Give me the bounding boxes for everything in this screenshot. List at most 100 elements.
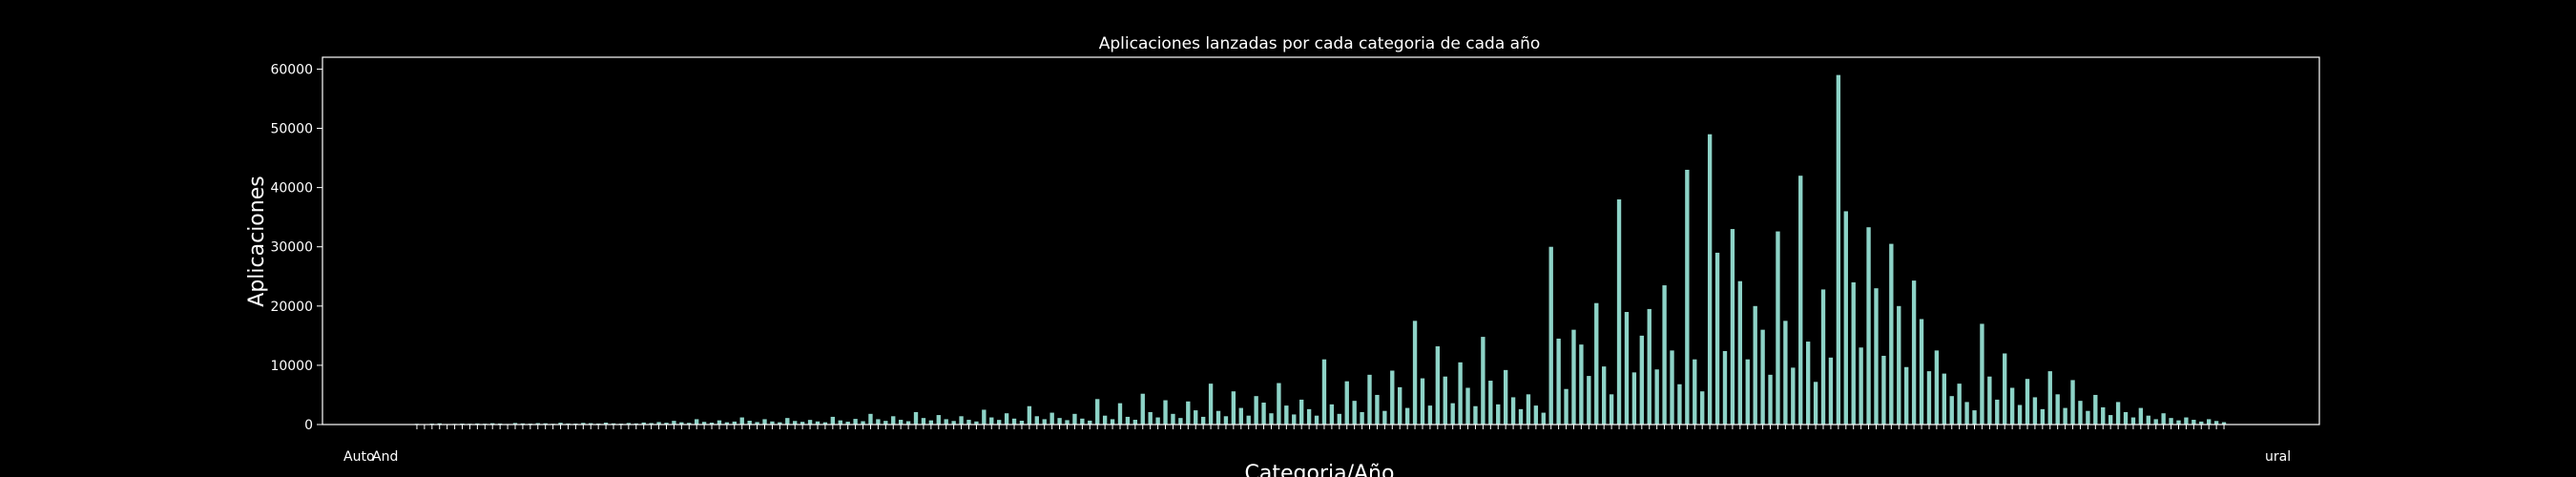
bar	[1344, 381, 1349, 425]
bar	[1556, 338, 1561, 425]
bar	[1246, 415, 1251, 425]
bar	[1215, 410, 1221, 425]
bar	[1163, 400, 1168, 425]
bar	[1140, 393, 1145, 425]
bar	[535, 423, 540, 425]
bar	[1329, 404, 1335, 425]
bar	[1337, 413, 1341, 425]
bar	[1639, 335, 1644, 425]
bar	[1261, 403, 1266, 425]
bar	[1412, 321, 1418, 425]
bar	[1095, 399, 1100, 425]
bar	[1117, 403, 1123, 425]
bar	[1670, 350, 1674, 425]
bar	[785, 418, 790, 425]
bar	[1458, 362, 1463, 425]
bar	[1435, 346, 1441, 425]
bar	[966, 420, 971, 425]
y-tick-label: 0	[304, 418, 313, 433]
bar	[1208, 384, 1214, 425]
bar	[2138, 407, 2144, 425]
bar	[1889, 243, 1894, 425]
bar	[1843, 211, 1848, 425]
y-tick-label: 10000	[270, 359, 313, 374]
bar	[822, 422, 828, 425]
bar	[1299, 399, 1304, 425]
bar	[1314, 415, 1319, 425]
bar	[1284, 405, 1289, 425]
bar	[1382, 410, 1387, 425]
y-tick-label: 40000	[270, 181, 313, 197]
bar	[1057, 418, 1062, 425]
bar	[1390, 370, 1395, 425]
bar	[1737, 280, 1743, 425]
bar	[724, 422, 730, 425]
bar	[1049, 412, 1054, 425]
bar	[770, 421, 775, 425]
bar	[1813, 382, 1818, 425]
bar	[2161, 413, 2166, 425]
bar	[2207, 419, 2212, 425]
bar	[1995, 399, 2000, 425]
bar	[1836, 74, 1841, 425]
bar	[1102, 415, 1108, 425]
bar	[2086, 410, 2090, 425]
bar	[905, 421, 911, 425]
bar	[989, 417, 994, 425]
bar	[649, 423, 654, 425]
bar	[913, 411, 919, 425]
bar	[739, 417, 744, 425]
bar	[1080, 418, 1085, 425]
bar	[1564, 388, 1568, 425]
bar	[2146, 415, 2150, 425]
bar	[1277, 383, 1281, 425]
bar	[1602, 366, 1607, 425]
bar	[2199, 421, 2204, 425]
bar	[2093, 394, 2098, 425]
bar	[1579, 344, 1584, 425]
bar	[2070, 380, 2075, 425]
bar	[2169, 418, 2173, 425]
bar	[2176, 420, 2181, 425]
bar	[1783, 321, 1788, 425]
bar	[1254, 396, 1258, 425]
bar	[1571, 329, 1576, 425]
y-axis-label: Aplicaciones	[245, 176, 269, 306]
bar	[664, 423, 669, 425]
bar	[1707, 134, 1713, 425]
y-tick-label: 30000	[270, 240, 313, 256]
bar	[800, 422, 805, 425]
bar	[1700, 391, 1705, 425]
bar	[1693, 359, 1697, 425]
bar	[1647, 308, 1652, 425]
bar	[2115, 402, 2121, 425]
bar	[1631, 372, 1637, 425]
bar	[1223, 416, 1229, 425]
bar	[1934, 350, 1940, 425]
bar	[1980, 323, 1984, 425]
chart-title: Aplicaciones lanzadas por cada categoria…	[1099, 34, 1541, 53]
bar	[1805, 342, 1811, 425]
bar	[1828, 357, 1834, 425]
bar	[1194, 410, 1198, 425]
x-tick-label: And	[372, 449, 398, 465]
bar	[1926, 371, 1932, 425]
bar	[1027, 405, 1032, 425]
bar	[1465, 387, 1470, 425]
bar	[626, 423, 632, 425]
bar	[717, 420, 722, 425]
bar	[1874, 288, 1879, 425]
bar	[732, 421, 737, 425]
bar	[815, 421, 821, 425]
bar	[1481, 337, 1485, 425]
bar	[1541, 412, 1546, 425]
bar	[898, 420, 904, 425]
bar	[1714, 252, 1720, 425]
bar	[1851, 281, 1856, 425]
bar	[2003, 353, 2007, 425]
bar	[2108, 415, 2113, 425]
x-axis-label: Categoria/Año	[1245, 462, 1395, 477]
bar	[1404, 407, 1410, 425]
bar	[1503, 369, 1508, 425]
